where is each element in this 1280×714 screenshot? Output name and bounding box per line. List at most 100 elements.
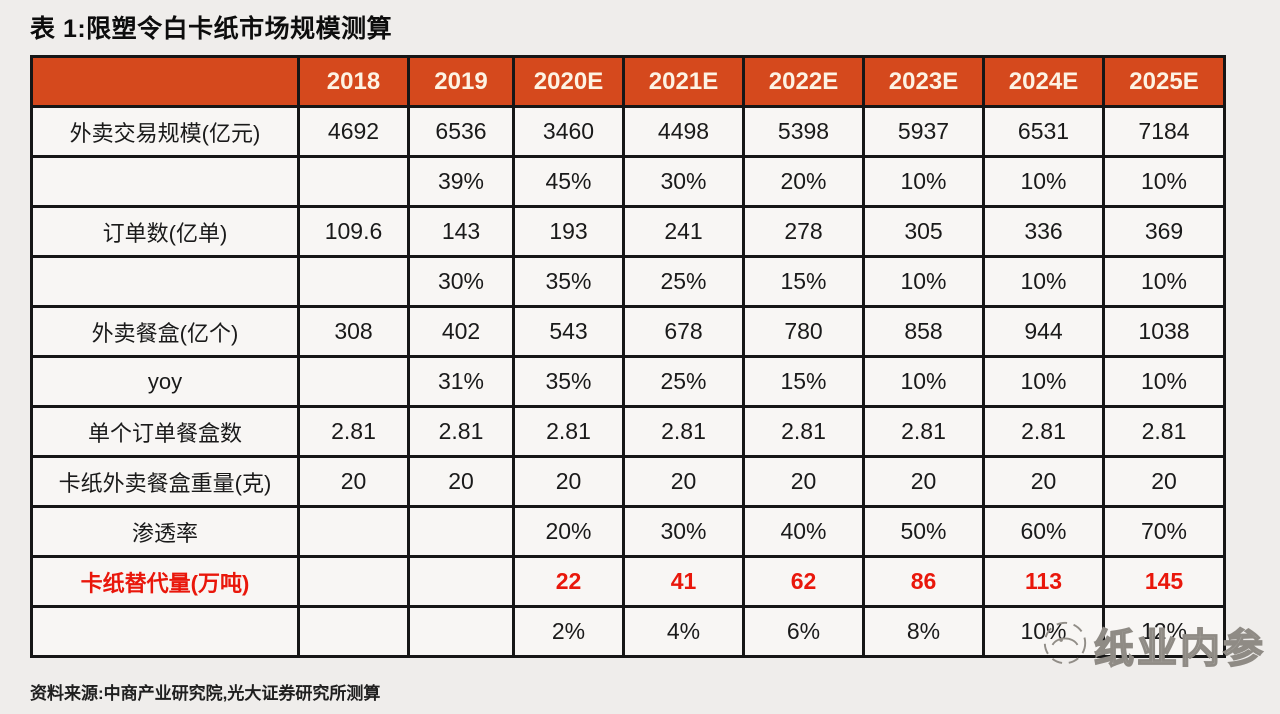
table-row: 订单数(亿单) 109.6 143 193 241 278 305 336 369 [30, 205, 1226, 258]
year-column-header: 2024E [982, 55, 1105, 108]
table-cell: 113 [982, 555, 1105, 608]
table-cell: 39% [407, 155, 515, 208]
table-cell: 4% [622, 605, 745, 658]
table-cell: 241 [622, 205, 745, 258]
table-cell: 2.81 [742, 405, 865, 458]
table-cell: 25% [622, 355, 745, 408]
table-cell: 145 [1102, 555, 1226, 608]
table-cell: 86 [862, 555, 985, 608]
table-cell: 10% [862, 155, 985, 208]
table-cell: 193 [512, 205, 625, 258]
table-cell: 305 [862, 205, 985, 258]
row-label [30, 255, 300, 308]
table-cell: 4498 [622, 105, 745, 158]
table-cell: 4692 [297, 105, 410, 158]
table-cell: 2.81 [1102, 405, 1226, 458]
year-column-header: 2022E [742, 55, 865, 108]
year-column-header: 2023E [862, 55, 985, 108]
table-cell: 20 [297, 455, 410, 508]
table-cell [297, 555, 410, 608]
table-cell: 6% [742, 605, 865, 658]
page-title: 表 1:限塑令白卡纸市场规模测算 [30, 15, 393, 43]
table-cell: 41 [622, 555, 745, 608]
table-cell: 5398 [742, 105, 865, 158]
table-cell: 10% [982, 155, 1105, 208]
table-cell: 20 [1102, 455, 1226, 508]
table-cell: 7184 [1102, 105, 1226, 158]
table-cell: 25% [622, 255, 745, 308]
table-cell: 10% [1102, 355, 1226, 408]
table-cell: 402 [407, 305, 515, 358]
table-cell: 2.81 [982, 405, 1105, 458]
table-cell [297, 505, 410, 558]
table-cell: 35% [512, 355, 625, 408]
table-cell: 2% [512, 605, 625, 658]
table-cell [297, 355, 410, 408]
table-cell: 2.81 [862, 405, 985, 458]
table-cell: 30% [622, 505, 745, 558]
table-cell [297, 255, 410, 308]
table-cell [297, 155, 410, 208]
table-row: 39% 45% 30% 20% 10% 10% 10% [30, 155, 1226, 208]
table-cell: 20 [742, 455, 865, 508]
table-cell: 20 [982, 455, 1105, 508]
row-label: 外卖餐盒(亿个) [30, 305, 300, 358]
table-cell: 22 [512, 555, 625, 608]
table-cell: 40% [742, 505, 865, 558]
table-cell: 20 [622, 455, 745, 508]
row-label: 渗透率 [30, 505, 300, 558]
table-row: 单个订单餐盒数 2.81 2.81 2.81 2.81 2.81 2.81 2.81 2.81 [30, 405, 1226, 458]
table-cell: 6531 [982, 105, 1105, 158]
table-cell: 62 [742, 555, 865, 608]
table-cell: 30% [407, 255, 515, 308]
corner-header-cell [30, 55, 300, 108]
row-label: 单个订单餐盒数 [30, 405, 300, 458]
table-cell: 35% [512, 255, 625, 308]
table-cell [407, 605, 515, 658]
year-column-header: 2019 [407, 55, 515, 108]
table-cell: 8% [862, 605, 985, 658]
row-label [30, 605, 300, 658]
table-cell: 10% [982, 355, 1105, 408]
table-cell: 60% [982, 505, 1105, 558]
row-label: 卡纸外卖餐盒重量(克) [30, 455, 300, 508]
table-cell: 858 [862, 305, 985, 358]
table-cell: 109.6 [297, 205, 410, 258]
table-cell [297, 605, 410, 658]
table-cell: 780 [742, 305, 865, 358]
table-cell: 369 [1102, 205, 1226, 258]
table-cell: 2.81 [407, 405, 515, 458]
table-cell [407, 555, 515, 608]
table-header-row: 2018 2019 2020E 2021E 2022E 2023E 2024E 2025E [30, 55, 1226, 108]
table-cell: 45% [512, 155, 625, 208]
table-cell: 678 [622, 305, 745, 358]
table-cell: 15% [742, 355, 865, 408]
table-cell: 20 [512, 455, 625, 508]
table-cell: 543 [512, 305, 625, 358]
table-cell: 278 [742, 205, 865, 258]
table-cell: 20% [512, 505, 625, 558]
row-label: 外卖交易规模(亿元) [30, 105, 300, 158]
table-row: 外卖交易规模(亿元) 4692 6536 3460 4498 5398 5937 6531 71… [30, 105, 1226, 158]
table-cell: 15% [742, 255, 865, 308]
table-row: 外卖餐盒(亿个) 308 402 543 678 780 858 944 1038 [30, 305, 1226, 358]
table-cell: 10% [1102, 255, 1226, 308]
table-cell: 2.81 [512, 405, 625, 458]
table-row: 卡纸外卖餐盒重量(克) 20 20 20 20 20 20 20 20 [30, 455, 1226, 508]
row-label [30, 155, 300, 208]
row-label: 订单数(亿单) [30, 205, 300, 258]
row-label: yoy [30, 355, 300, 408]
table-row: 卡纸替代量(万吨) 22 41 62 86 113 145 [30, 555, 1226, 608]
table-cell: 10% [982, 605, 1105, 658]
year-column-header: 2020E [512, 55, 625, 108]
row-label: 卡纸替代量(万吨) [30, 555, 300, 608]
table-cell: 10% [862, 355, 985, 408]
table-cell: 944 [982, 305, 1105, 358]
table-row: 30% 35% 25% 15% 10% 10% 10% [30, 255, 1226, 308]
table-cell: 10% [982, 255, 1105, 308]
table-cell: 2.81 [622, 405, 745, 458]
year-column-header: 2021E [622, 55, 745, 108]
table-cell: 308 [297, 305, 410, 358]
table-cell: 10% [1102, 155, 1226, 208]
year-column-header: 2018 [297, 55, 410, 108]
